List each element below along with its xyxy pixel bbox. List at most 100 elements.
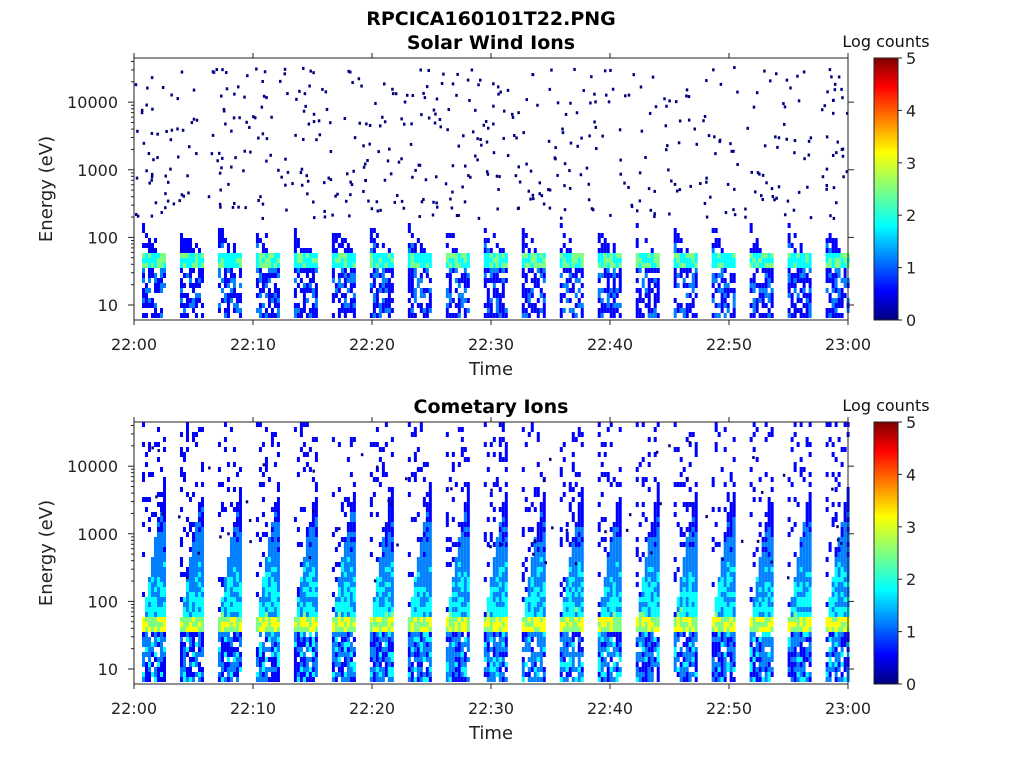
heatmap-cell xyxy=(305,542,309,547)
heatmap-cell xyxy=(154,607,157,612)
heatmap-cell xyxy=(691,278,695,283)
heatmap-cell xyxy=(457,622,461,627)
heatmap-cell xyxy=(145,263,148,268)
heatmap-cell xyxy=(489,647,493,652)
heatmap-cell-sparse xyxy=(689,184,692,188)
heatmap-cell xyxy=(191,522,195,527)
heatmap-cell xyxy=(571,283,575,288)
heatmap-cell xyxy=(688,268,692,273)
heatmap-cell xyxy=(501,587,505,592)
heatmap-cell-sparse xyxy=(678,119,682,123)
heatmap-cell xyxy=(378,582,382,587)
heatmap-cell-sparse xyxy=(396,194,399,198)
heatmap-cell xyxy=(340,293,344,298)
heatmap-cell xyxy=(293,288,297,293)
heatmap-cell xyxy=(258,258,262,263)
heatmap-cell xyxy=(305,268,309,273)
heatmap-cell-sparse xyxy=(312,120,316,124)
heatmap-cell-sparse xyxy=(647,187,651,191)
heatmap-cell xyxy=(501,502,505,507)
heatmap-cell xyxy=(530,607,534,612)
heatmap-cell-sparse xyxy=(307,122,311,126)
heatmap-cell xyxy=(337,587,341,592)
heatmap-cell xyxy=(463,268,467,273)
heatmap-cell-sparse xyxy=(405,93,409,97)
heatmap-cell xyxy=(160,532,163,537)
heatmap-cell-sparse xyxy=(580,136,583,140)
heatmap-cell-sparse xyxy=(220,94,223,98)
heatmap-cell xyxy=(311,502,315,507)
heatmap-cell xyxy=(410,283,414,288)
heatmap-cell xyxy=(384,283,388,288)
heatmap-cell xyxy=(308,597,312,602)
heatmap-cell xyxy=(200,537,204,542)
heatmap-cell-sparse xyxy=(352,169,355,173)
heatmap-cell xyxy=(609,288,613,293)
heatmap-cell xyxy=(492,672,496,677)
heatmap-cell xyxy=(293,258,297,263)
heatmap-cell xyxy=(454,288,458,293)
heatmap-cell xyxy=(238,637,242,642)
heatmap-cell-sparse xyxy=(222,109,226,113)
heatmap-cell xyxy=(223,612,227,617)
heatmap-cell xyxy=(343,562,347,567)
heatmap-cell xyxy=(422,577,426,582)
heatmap-cell xyxy=(422,642,426,647)
heatmap-cell xyxy=(749,228,753,233)
heatmap-cell xyxy=(656,253,660,258)
heatmap-cell xyxy=(308,602,312,607)
heatmap-cell xyxy=(308,632,312,637)
heatmap-cell xyxy=(460,567,464,572)
heatmap-cell xyxy=(145,607,148,612)
heatmap-cell xyxy=(302,582,306,587)
heatmap-cell xyxy=(428,597,432,602)
heatmap-cell xyxy=(273,597,277,602)
heatmap-cell xyxy=(337,622,341,627)
heatmap-cell xyxy=(311,288,315,293)
heatmap-cell xyxy=(527,647,531,652)
heatmap-cell xyxy=(258,677,262,682)
heatmap-cell xyxy=(305,572,309,577)
heatmap-cell xyxy=(679,263,683,268)
heatmap-cell xyxy=(151,243,154,248)
heatmap-cell xyxy=(220,527,224,532)
heatmap-cell xyxy=(504,313,508,318)
heatmap-cell xyxy=(755,298,759,303)
heatmap-cell xyxy=(457,462,461,467)
heatmap-cell xyxy=(539,587,543,592)
heatmap-cell-sparse xyxy=(763,69,766,73)
heatmap-cell xyxy=(238,467,242,472)
heatmap-cell xyxy=(410,622,414,627)
heatmap-cell xyxy=(539,532,543,537)
heatmap-cell xyxy=(349,502,353,507)
heatmap-cell xyxy=(191,662,195,667)
heatmap-cell-sparse xyxy=(176,97,179,101)
heatmap-cell xyxy=(238,622,242,627)
heatmap-cell xyxy=(521,662,525,667)
heatmap-cell xyxy=(524,273,528,278)
heatmap-cell xyxy=(539,612,543,617)
heatmap-cell-sparse xyxy=(673,182,677,186)
heatmap-cell xyxy=(232,243,236,248)
heatmap-cell xyxy=(308,552,312,557)
heatmap-cell xyxy=(711,263,715,268)
heatmap-cell xyxy=(270,627,274,632)
heatmap-cell xyxy=(574,537,578,542)
heatmap-cell xyxy=(334,602,338,607)
heatmap-cell xyxy=(425,517,429,522)
heatmap-cell xyxy=(422,288,426,293)
heatmap-cell-sparse xyxy=(470,68,474,72)
heatmap-cell-sparse xyxy=(826,90,829,94)
heatmap-cell xyxy=(157,632,160,637)
heatmap-cell xyxy=(542,582,546,587)
heatmap-cell xyxy=(311,577,315,582)
heatmap-cell xyxy=(410,293,414,298)
heatmap-cell xyxy=(185,298,189,303)
heatmap-cell xyxy=(451,587,455,592)
heatmap-cell xyxy=(463,278,467,283)
heatmap-cell xyxy=(372,308,376,313)
heatmap-cell xyxy=(349,552,353,557)
heatmap-cell xyxy=(685,293,689,298)
heatmap-cell xyxy=(220,612,224,617)
heatmap-cell xyxy=(837,268,841,273)
